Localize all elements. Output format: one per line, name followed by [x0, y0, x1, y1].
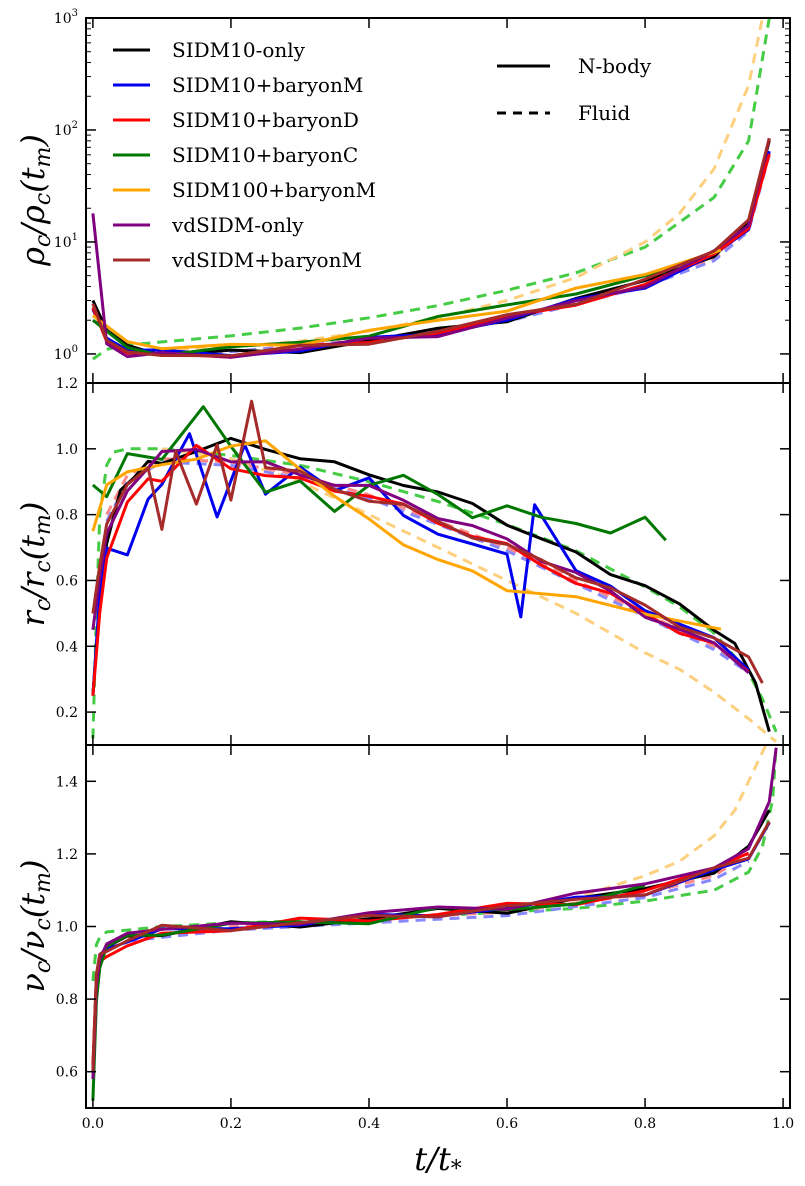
legend-label-sidm10-baryonm: SIDM10+baryonM [172, 73, 363, 97]
velocity-ytick-label: 0.8 [56, 992, 78, 1008]
legend: SIDM10-only SIDM10+baryonM SIDM10+baryonD S… [113, 38, 376, 272]
x-axis-label: t/t* [414, 1140, 462, 1182]
legend-label-sidm10-baryonc: SIDM10+baryonC [172, 143, 358, 167]
radius-ytick-label: 0.6 [56, 573, 78, 589]
radius-series-sidm10-baryonm [91, 432, 750, 696]
xtick-label: 0.8 [634, 1116, 656, 1132]
radius-ytick-label: 0.2 [56, 705, 78, 721]
legend-label-vdsidm-baryonm: vdSIDM+baryonM [171, 248, 362, 272]
fluid-legend-label: Fluid [578, 101, 631, 125]
velocity-ytick-label: 1.0 [56, 920, 78, 936]
density-series-sidm100-baryonm [91, 248, 722, 351]
velocity-series-vdsidm-only [91, 747, 778, 1080]
x-ticks: 0.0 0.2 0.4 0.6 0.8 1.0 [82, 1116, 794, 1132]
radius-ytick-label: 0.8 [56, 508, 78, 524]
radius-ytick-label: 0.4 [56, 639, 78, 655]
velocity-ytick-label: 0.6 [56, 1065, 78, 1081]
xtick-label: 0.4 [358, 1116, 380, 1132]
radius-y-ticks: 0.2 0.4 0.6 0.8 1.0 1.2 [56, 376, 790, 745]
density-series-fluid-baryonc-dashed [92, 17, 771, 361]
radius-series-fluid-baryonm100-dashed [161, 447, 778, 743]
radius-lines [91, 399, 778, 743]
panel-core-radius: 0.20.40.60.81.01.2 rc/rc(tm) [14, 376, 791, 746]
legend-label-sidm100-baryonm: SIDM100+baryonM [172, 178, 376, 202]
radius-series-fluid-baryonc-dashed [91, 447, 778, 739]
radius-ytick-label: 1.2 [56, 376, 78, 392]
velocity-series-fluid-baryonc-dashed [91, 744, 778, 982]
legend-label-sidm10-baryond: SIDM10+baryonD [172, 108, 359, 132]
style-legend: N-body Fluid [497, 54, 652, 125]
xtick-label: 0.0 [82, 1116, 104, 1132]
velocity-ytick-label: 1.2 [56, 847, 78, 863]
legend-label-vdsidm-only: vdSIDM-only [171, 213, 304, 237]
velocity-series-vdsidm-baryonm [91, 820, 771, 1072]
xtick-label: 1.0 [772, 1116, 794, 1132]
velocity-lines [91, 744, 778, 1101]
radius-ytick-label: 1.0 [56, 442, 78, 458]
xtick-label: 0.6 [496, 1116, 518, 1132]
panel-velocity: 0.60.81.01.21.4 νc/νc(tm) [14, 744, 791, 1109]
nbody-legend-label: N-body [578, 54, 652, 78]
xtick-label: 0.2 [220, 1116, 242, 1132]
velocity-ytick-label: 1.4 [56, 774, 78, 790]
radius-series-vdsidm-baryonm [91, 399, 764, 684]
legend-label-sidm10-only: SIDM10-only [172, 38, 306, 62]
radius-series-vdsidm-only [91, 448, 750, 674]
velocity-y-ticks: 0.6 0.8 1.0 1.2 1.4 [56, 745, 790, 1108]
density-series-vdsidm-baryonm [91, 137, 771, 358]
density-lines [91, 17, 771, 361]
